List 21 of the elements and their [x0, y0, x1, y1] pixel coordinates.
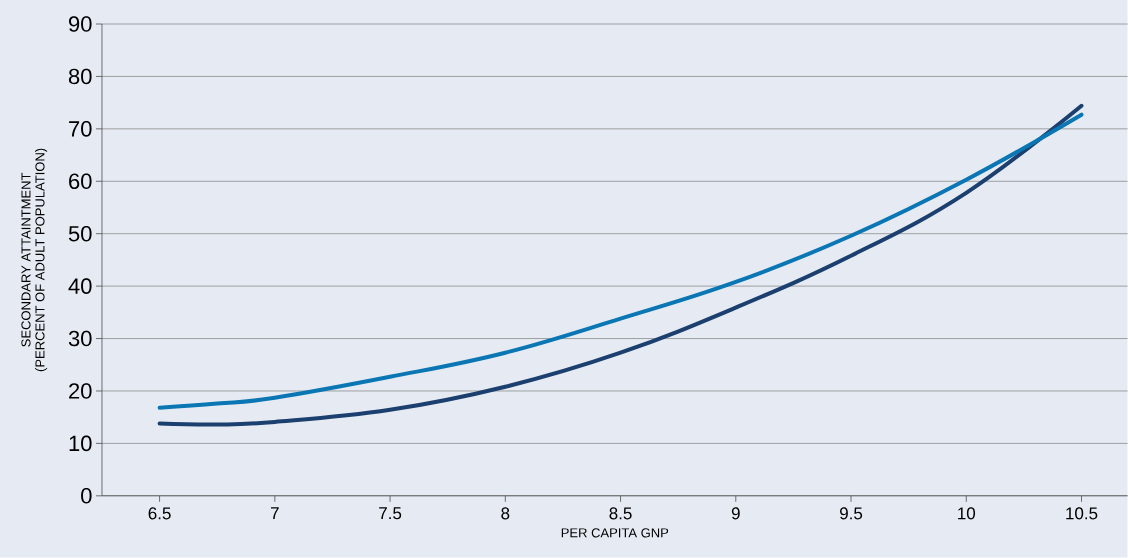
y-tick-label: 50: [68, 226, 92, 242]
x-tick-label: 7.5: [379, 507, 402, 520]
x-tick-label: 7: [270, 507, 279, 520]
y-tick-label: 80: [68, 68, 92, 85]
y-tick-label: 30: [68, 330, 92, 347]
y-tick-label: 0: [81, 488, 92, 504]
x-tick-label: 10: [958, 507, 976, 520]
x-tick-label: 9.5: [840, 507, 863, 520]
y-tick-label: 20: [69, 383, 92, 399]
y-axis-title: SECONDARY ATTAINTMENT (PERCENT OF ADULT POPULATION): [21, 148, 48, 372]
x-tick-label: 6.5: [148, 507, 171, 520]
x-tick-label: 8: [501, 507, 510, 520]
y-tick-label: 90: [69, 16, 92, 32]
x-axis-title: PER CAPITA GNP: [561, 528, 669, 538]
x-tick-label: 9: [731, 507, 740, 520]
y-tick-label: 10: [69, 435, 92, 452]
x-tick-label: 10.5: [1066, 507, 1098, 520]
y-tick-label: 70: [69, 121, 92, 137]
x-tick-label: 8.5: [609, 507, 632, 520]
y-tick-label: 60: [69, 173, 92, 190]
y-tick-label: 40: [68, 278, 92, 295]
